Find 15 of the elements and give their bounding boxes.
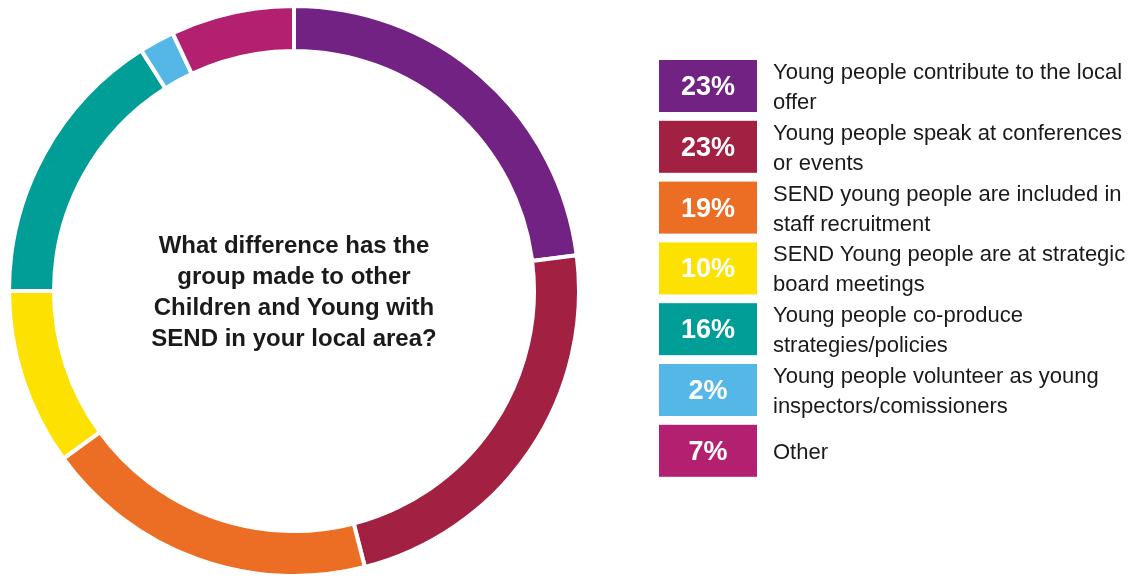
- text: What difference has the group made to other Children and Young with SEND in your local area?: [151, 230, 437, 351]
- data-label: 23%: [680, 71, 736, 101]
- data-label: 19%: [680, 192, 736, 223]
- data-label: 7%: [688, 435, 728, 466]
- data-label: 10%: [680, 253, 736, 284]
- legend-label: Young people contribute to the local offer: [773, 59, 1123, 114]
- legend-label: Other: [773, 438, 829, 464]
- data-label: 2%: [688, 375, 728, 405]
- legend-label: SEND young people are included in staff recruitment: [773, 180, 1122, 236]
- data-label: 23%: [680, 131, 736, 162]
- legend-label: Young people volunteer as young inspectors/comissioners: [773, 363, 1099, 418]
- legend-label: Young people speak at conferences or events: [773, 119, 1123, 175]
- legend-label: Young people co-produce strategies/policies: [773, 302, 1023, 358]
- data-label: 16%: [680, 314, 736, 345]
- legend-label: SEND Young people are at strategic board meetings: [773, 241, 1126, 297]
